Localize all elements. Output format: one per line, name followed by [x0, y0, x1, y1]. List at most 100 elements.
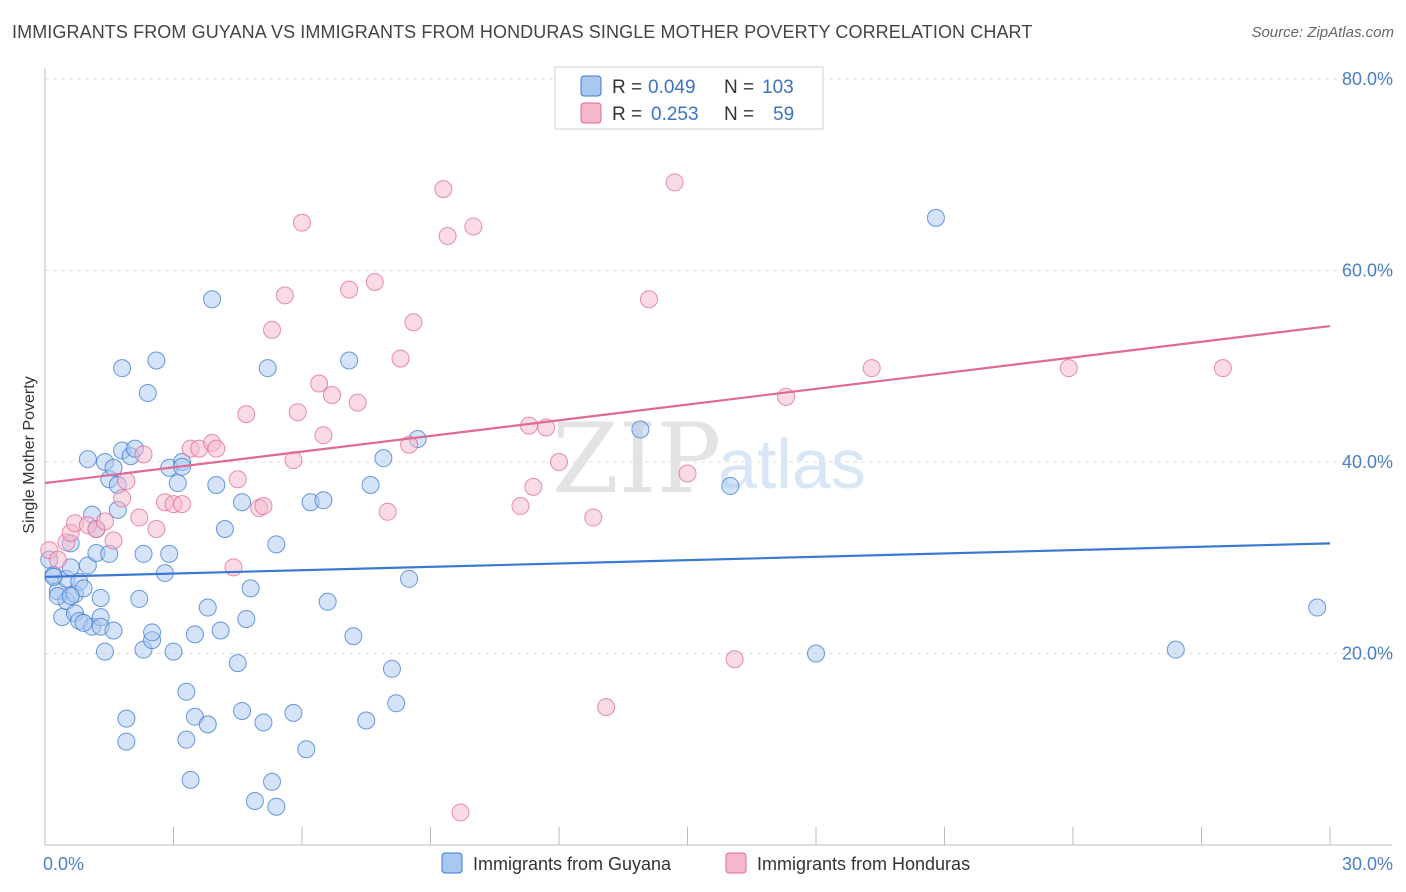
legend-top: R = 0.049 N = 103 R = 0.253 N = 59	[554, 66, 824, 130]
point-guyana-57	[207, 475, 226, 494]
point-honduras-40	[404, 313, 423, 332]
legend-swatch-guyana	[580, 75, 602, 97]
legend-r-label-1: R =	[612, 77, 642, 98]
point-honduras-11	[130, 508, 149, 527]
point-honduras-7	[95, 512, 114, 531]
point-honduras-1	[48, 550, 67, 569]
point-guyana-68	[263, 772, 282, 791]
point-guyana-35	[130, 589, 149, 608]
point-guyana-56	[203, 290, 222, 309]
point-guyana-80	[374, 449, 393, 468]
point-honduras-27	[275, 286, 294, 305]
watermark: ZIP atlas	[552, 403, 866, 515]
series-guyana	[40, 208, 1327, 816]
point-honduras-37	[378, 502, 397, 521]
trend-lines	[44, 324, 1331, 578]
point-honduras-38	[391, 349, 410, 368]
point-honduras-42	[438, 227, 457, 246]
point-guyana-38	[138, 384, 157, 403]
point-honduras-34	[340, 280, 359, 299]
point-honduras-26	[263, 320, 282, 339]
x-tick-label-0: 0.0%	[43, 854, 84, 874]
point-honduras-52	[639, 290, 658, 309]
y-tick-label-1: 40.0%	[1342, 452, 1393, 472]
point-honduras-20	[207, 439, 226, 458]
point-guyana-46	[168, 474, 187, 493]
point-guyana-49	[177, 730, 196, 749]
point-honduras-49	[550, 453, 568, 471]
point-guyana-72	[297, 740, 316, 759]
point-guyana-83	[400, 569, 419, 588]
trend-line-honduras	[44, 324, 1331, 485]
point-honduras-50	[584, 508, 603, 527]
bottom-legend-swatch-guyana	[441, 852, 463, 874]
point-honduras-8	[104, 531, 123, 550]
y-tick-label-0: 20.0%	[1342, 644, 1393, 664]
y-tick-label-3: 80.0%	[1342, 69, 1393, 89]
point-guyana-90	[1308, 598, 1327, 617]
point-guyana-74	[314, 491, 333, 510]
point-honduras-54	[678, 464, 697, 483]
point-guyana-21	[95, 642, 114, 661]
point-honduras-58	[1059, 359, 1078, 378]
point-guyana-55	[198, 598, 217, 617]
point-guyana-54	[198, 715, 217, 734]
source-label: Source: ZipAtlas.com	[1251, 24, 1394, 41]
chart-title: IMMIGRANTS FROM GUYANA VS IMMIGRANTS FRO…	[12, 22, 1033, 42]
point-guyana-93	[61, 587, 80, 606]
point-honduras-28	[284, 451, 303, 470]
point-honduras-9	[113, 489, 132, 508]
point-honduras-30	[293, 213, 311, 232]
legend-n-value-2: 59	[773, 104, 794, 125]
legend-r-value-1: 0.049	[648, 77, 696, 98]
point-guyana-50	[177, 682, 196, 701]
point-guyana-61	[233, 493, 252, 512]
point-honduras-22	[228, 470, 247, 489]
point-guyana-59	[215, 520, 234, 539]
point-honduras-12	[134, 445, 153, 464]
x-tick-labels: 0.0% 30.0%	[43, 854, 1393, 874]
point-guyana-65	[245, 791, 264, 810]
point-guyana-86	[721, 476, 740, 495]
legend-bottom: Immigrants from Guyana Immigrants from H…	[441, 852, 970, 874]
point-guyana-63	[237, 610, 256, 629]
point-guyana-87	[807, 644, 825, 663]
point-honduras-44	[464, 217, 483, 236]
bottom-legend-swatch-honduras	[725, 852, 747, 874]
point-guyana-30	[113, 359, 132, 378]
y-axis-label: Single Mother Poverty	[21, 376, 38, 533]
point-honduras-29	[288, 403, 307, 422]
point-honduras-23	[237, 405, 256, 424]
point-honduras-33	[322, 385, 341, 404]
point-guyana-41	[147, 351, 166, 370]
point-honduras-36	[365, 272, 384, 291]
point-honduras-35	[348, 393, 367, 412]
point-guyana-75	[318, 592, 337, 611]
point-honduras-57	[862, 359, 881, 378]
point-guyana-67	[258, 359, 277, 378]
x-tick-label-1: 30.0%	[1342, 854, 1393, 874]
point-guyana-69	[267, 797, 286, 816]
y-tick-label-2: 60.0%	[1342, 261, 1393, 281]
point-honduras-10	[117, 472, 136, 491]
point-guyana-37	[134, 544, 153, 563]
point-honduras-43	[451, 803, 470, 822]
bottom-legend-label-honduras: Immigrants from Honduras	[757, 854, 970, 874]
point-guyana-58	[211, 621, 230, 640]
point-guyana-77	[344, 627, 363, 646]
point-honduras-41	[434, 180, 453, 199]
point-guyana-78	[357, 711, 376, 730]
point-guyana-85	[631, 420, 650, 439]
point-guyana-70	[267, 535, 286, 554]
point-guyana-81	[382, 659, 401, 678]
point-guyana-45	[164, 642, 183, 661]
point-guyana-66	[254, 713, 273, 732]
axes	[44, 68, 1392, 846]
point-honduras-55	[725, 650, 744, 669]
point-honduras-16	[173, 495, 192, 514]
point-guyana-82	[387, 694, 406, 713]
point-honduras-32	[314, 426, 333, 445]
point-honduras-53	[665, 173, 684, 192]
point-guyana-52	[185, 625, 204, 644]
legend-swatch-honduras	[580, 102, 602, 124]
